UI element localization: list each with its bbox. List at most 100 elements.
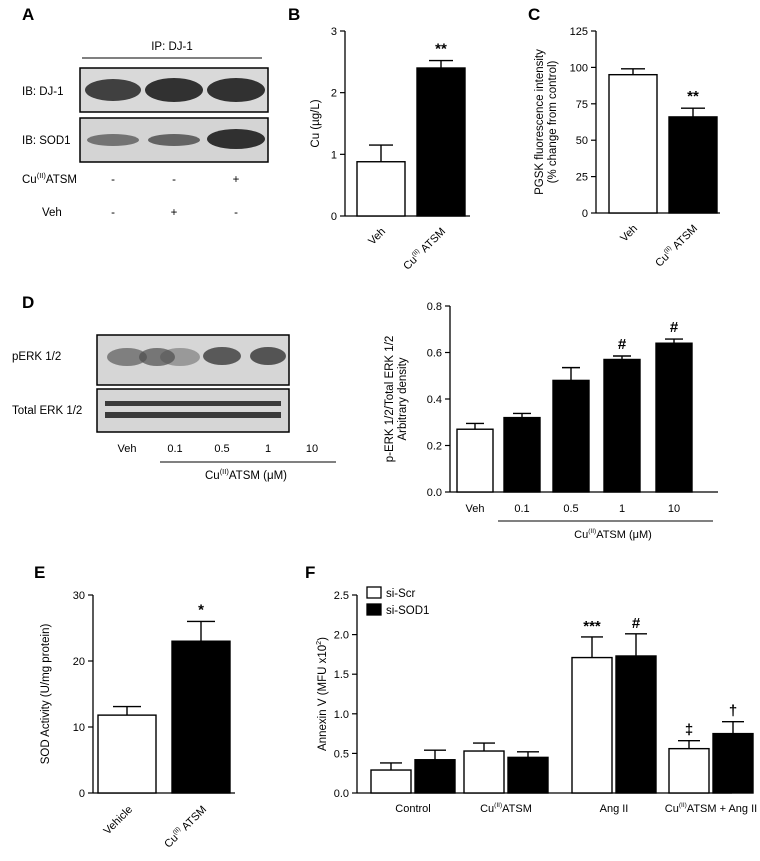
x-tick-label: Cu(II) ATSM	[401, 225, 449, 273]
blot-a-row-label-dj1: IB: DJ-1	[22, 86, 64, 98]
panel-label-e: E	[34, 563, 45, 582]
blot-a-sign: -	[111, 207, 115, 219]
legend-label: si-SOD1	[386, 605, 429, 617]
blot-d-row-label-total-erk: Total ERK 1/2	[12, 405, 82, 417]
y-tick-label: 1.0	[334, 709, 349, 721]
y-tick-label: 125	[570, 26, 588, 38]
blot-d-row-label-perk: pERK 1/2	[12, 351, 61, 363]
blot-d-band	[203, 347, 241, 365]
blot-a: IP: DJ-1 IB: DJ-1 IB: SOD1 Cu(II)ATSM Ve…	[22, 41, 269, 219]
x-tick-label: Cu(II)ATSM + Ang II	[665, 802, 757, 815]
blot-a-sign: -	[234, 207, 238, 219]
x-tick-label: 0.1	[514, 503, 529, 515]
y-tick-label: 75	[576, 99, 588, 111]
blot-a-ip-label: IP: DJ-1	[151, 41, 193, 53]
blot-d-band	[139, 348, 175, 366]
y-tick-label: 10	[73, 722, 85, 734]
bar	[356, 161, 406, 217]
panel-label-f: F	[305, 563, 315, 582]
significance-marker: **	[687, 88, 699, 105]
y-tick-label: 2.5	[334, 590, 349, 602]
chart-d: 0.0 0.2 0.4 0.6 0.8 p-ERK 1/2/Total ERK 1/2 Ar…	[384, 301, 718, 541]
y-tick-label: 0.4	[427, 394, 442, 406]
blot-a-sign: +	[233, 174, 240, 186]
blot-d-band	[107, 348, 147, 366]
x-tick-label: Veh	[618, 223, 640, 245]
bar	[416, 67, 466, 217]
significance-marker: #	[632, 615, 641, 632]
significance-marker: #	[618, 336, 627, 353]
y-tick-label: 100	[570, 62, 588, 74]
significance-marker: #	[670, 319, 679, 336]
y-axis-label: Arbitrary density	[397, 357, 409, 440]
blot-a-condition-label: Cu(II)ATSM	[22, 171, 77, 186]
y-tick-label: 2.0	[334, 630, 349, 642]
blot-a-band	[85, 79, 141, 101]
y-tick-label: 0.6	[427, 348, 442, 360]
bar	[668, 747, 710, 794]
blot-a-sign: -	[111, 174, 115, 186]
blot-a-band	[207, 78, 265, 102]
y-tick-label: 0.0	[427, 487, 442, 499]
y-tick-label: 0	[79, 788, 85, 800]
bar	[456, 428, 494, 493]
bar	[608, 73, 658, 214]
x-tick-label: Ang II	[600, 803, 629, 815]
y-tick-label: 0.2	[427, 441, 442, 453]
blot-d-group-label: Cu(II)ATSM (μM)	[205, 467, 287, 482]
bar	[507, 756, 549, 794]
bar	[552, 379, 590, 493]
x-tick-label: Control	[395, 803, 430, 815]
blot-a-band	[207, 129, 265, 149]
blot-d-lane-label: 0.5	[214, 443, 229, 455]
blot-a-sign: -	[172, 174, 176, 186]
y-axis-label: Cu (µg/L)	[310, 99, 322, 147]
x-tick-label: Veh	[366, 226, 388, 248]
significance-marker: **	[435, 41, 447, 58]
chart-b: 0 1 2 3 Cu (µg/L) Veh ** Cu(II) ATSM	[310, 26, 470, 272]
x-tick-label: 0.5	[563, 503, 578, 515]
y-tick-label: 30	[73, 590, 85, 602]
y-tick-label: 0.5	[334, 748, 349, 760]
blot-d-lane-label: 10	[306, 443, 318, 455]
significance-marker: ***	[583, 618, 601, 635]
y-tick-label: 0	[331, 211, 337, 223]
bar	[603, 358, 641, 493]
x-tick-label: Cu(II) ATSM	[162, 803, 210, 851]
x-tick-label: 10	[668, 503, 680, 515]
x-tick-label: Vehicle	[102, 804, 136, 838]
legend-swatch	[366, 603, 382, 616]
y-tick-label: 20	[73, 656, 85, 668]
group-label: Cu(II)ATSM (μM)	[574, 528, 652, 541]
blot-d-lane-label: Veh	[118, 443, 137, 455]
y-tick-label: 0.0	[334, 788, 349, 800]
y-tick-label: 1	[331, 149, 337, 161]
blot-d-membrane-total-erk	[96, 388, 290, 433]
y-tick-label: 3	[331, 26, 337, 38]
panel-label-a: A	[22, 5, 34, 24]
bar	[615, 655, 657, 794]
chart-e: 0 10 20 30 SOD Activity (U/mg protein) Vehicl…	[40, 590, 235, 850]
blot-a-band	[148, 134, 200, 146]
blot-d: pERK 1/2 Total ERK 1/2 Veh 0.1 0.5 1 10 …	[12, 334, 336, 482]
blot-a-condition-label: Veh	[42, 207, 62, 219]
blot-d-band	[105, 412, 281, 418]
legend-label: si-Scr	[386, 588, 416, 600]
y-tick-label: 0.8	[427, 301, 442, 313]
bar	[370, 769, 412, 794]
y-axis-label: PGSK fluorescence intensity	[534, 49, 546, 195]
bar	[414, 759, 456, 794]
chart-f: 0.0 0.5 1.0 1.5 2.0 2.5 Annexin V (MFU x102) **…	[316, 586, 757, 815]
bar	[712, 732, 754, 794]
y-axis-label: (% change from control)	[547, 60, 559, 183]
significance-marker: *	[198, 601, 204, 618]
legend-swatch	[366, 586, 382, 599]
y-tick-label: 25	[576, 172, 588, 184]
bar	[571, 656, 613, 794]
x-tick-label: Cu(II)ATSM	[480, 802, 532, 815]
x-tick-label: Cu(II) ATSM	[653, 222, 701, 270]
blot-a-band	[145, 78, 203, 102]
x-tick-label: Veh	[466, 503, 485, 515]
